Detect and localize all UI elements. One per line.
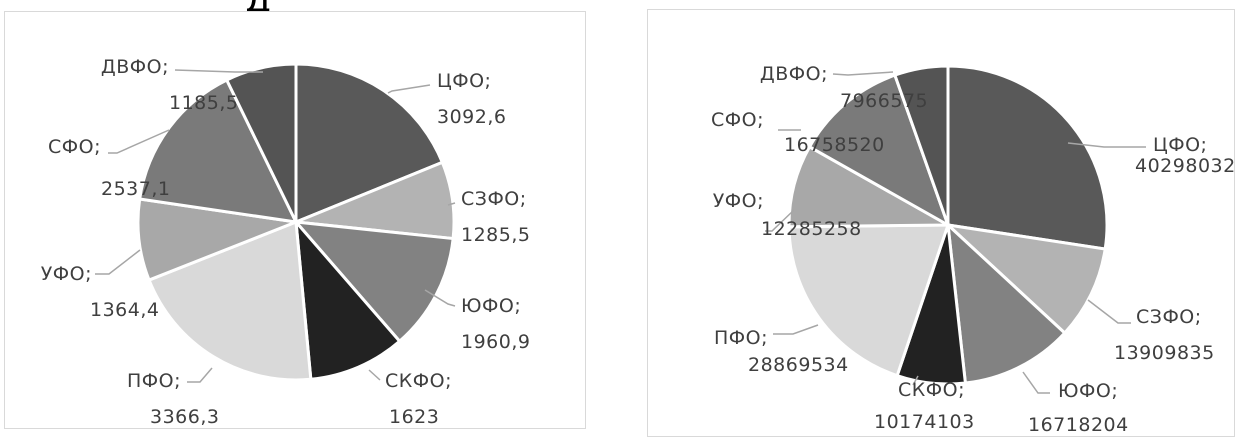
data-labels: ЦФО; 3092,6 СЗФО; 1285,5 ЮФО; 1960,9 СКФО; 1623… [41, 56, 530, 428]
pie-slice-1 [294, 62, 445, 225]
slice-value-label: 7966575 [840, 90, 928, 112]
leader-lines [95, 69, 456, 383]
leader-line-3 [424, 289, 456, 307]
leader-line-4 [912, 375, 919, 386]
pie-slice-1 [946, 64, 1109, 251]
leader-line-2 [1087, 299, 1131, 324]
slice-category-label: СЗФО; [1136, 306, 1202, 328]
pie-slice-7 [807, 73, 951, 229]
pie-slices [787, 64, 1109, 386]
slice-category-label: ПФО; [714, 327, 768, 349]
chart-panel-right: ЦФО; 40298032 СЗФО; 13909835 ЮФО; 16718204 СКФ… [647, 9, 1235, 437]
leader-line-5 [773, 324, 819, 335]
slice-category-label: СФО; [48, 136, 101, 158]
leader-line-8 [174, 69, 263, 73]
slice-category-label: СКФО; [898, 379, 965, 401]
leader-line-5 [187, 367, 213, 383]
slice-value-label: 28869534 [748, 354, 849, 376]
slice-category-label: СФО; [711, 109, 764, 131]
leader-line-6 [95, 249, 141, 275]
slice-value-label: 13909835 [1114, 342, 1215, 364]
slice-category-label: ЦФО; [437, 70, 491, 92]
pie-chart-left: ЦФО; 3092,6 СЗФО; 1285,5 ЮФО; 1960,9 СКФО; 1623… [41, 56, 530, 428]
slice-category-label: ПФО; [127, 370, 181, 392]
slice-category-label: СКФО; [385, 370, 452, 392]
slice-value-label: 1623 [389, 406, 439, 428]
slice-value-label: 16718204 [1028, 414, 1129, 436]
pie-slice-7 [137, 77, 299, 224]
slice-category-label: ДВФО; [760, 63, 828, 85]
slice-value-label: 3092,6 [437, 106, 506, 128]
slice-value-label: 1364,4 [90, 299, 159, 321]
slice-value-label: 1185,5 [169, 92, 238, 114]
slice-category-label: УФО; [41, 263, 92, 285]
slice-value-label: 2537,1 [101, 178, 170, 200]
slice-value-label: 16758520 [784, 134, 885, 156]
leader-line-1 [1067, 142, 1146, 148]
leader-lines [765, 71, 1146, 394]
slice-category-label: ЮФО; [461, 295, 521, 317]
pie-slice-8 [224, 62, 298, 223]
leader-line-6 [765, 209, 795, 232]
slice-value-label: 10174103 [874, 411, 975, 433]
pie-slice-2 [943, 222, 1107, 336]
slice-category-label: СЗФО; [461, 188, 527, 210]
pie-slice-5 [787, 223, 951, 378]
pie-slice-4 [294, 217, 402, 381]
pie-slice-5 [147, 219, 313, 382]
slice-value-label: 40298032 [1135, 155, 1236, 177]
slice-category-label: УФО; [713, 190, 764, 212]
pie-slices [136, 62, 456, 382]
leader-line-3 [1022, 371, 1050, 394]
leader-line-4 [368, 369, 381, 381]
pie-slice-3 [946, 221, 1067, 385]
chart-panel-left: ЦФО; 3092,6 СЗФО; 1285,5 ЮФО; 1960,9 СКФО; 1623… [4, 11, 586, 429]
slice-category-label: ДВФО; [101, 56, 169, 78]
pie-slice-3 [292, 220, 455, 344]
data-labels: ЦФО;40298032 СЗФО; 13909835 ЮФО; 16718204 СКФ… [711, 63, 1236, 436]
slice-value-label: 1960,9 [461, 331, 530, 353]
slice-category-label: ЮФО; [1058, 380, 1118, 402]
slice-value-label: 1285,5 [461, 224, 530, 246]
slice-value-label: 12285258 [761, 218, 862, 240]
slice-value-label: 3366,3 [150, 406, 219, 428]
leader-line-8 [832, 71, 894, 76]
slice-category-label: ЦФО; [1153, 134, 1207, 156]
leader-line-1 [387, 84, 431, 94]
pie-chart-right: ЦФО;40298032 СЗФО; 13909835 ЮФО; 16718204 СКФ… [711, 63, 1236, 436]
leader-line-2 [447, 202, 456, 206]
leader-line-7 [108, 129, 170, 154]
pie-slice-8 [892, 64, 950, 226]
